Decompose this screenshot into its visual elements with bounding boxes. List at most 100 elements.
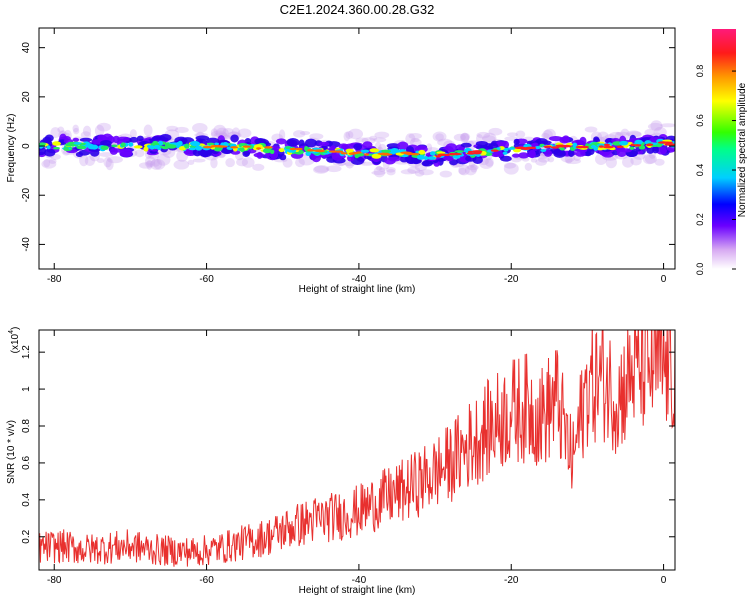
heatmap-cell — [460, 132, 470, 144]
heatmap-cell — [454, 150, 465, 153]
snr-x-tick-label: -20 — [504, 575, 519, 586]
heatmap-x-tick-label: 0 — [661, 274, 667, 285]
heatmap-cell — [547, 156, 555, 163]
heatmap-cell — [414, 169, 425, 177]
snr-y-axis-label: SNR (10 * v/v) — [6, 420, 17, 484]
heatmap-cell — [629, 146, 635, 150]
heatmap-cell — [656, 146, 668, 155]
heatmap-cell — [262, 148, 272, 154]
heatmap-cell — [191, 142, 201, 147]
heatmap-y-tick-label: 40 — [21, 42, 32, 54]
snr-x-tick-label: 0 — [661, 575, 667, 586]
heatmap-cell — [450, 152, 463, 156]
heatmap-cell — [568, 149, 575, 158]
heatmap-cell — [373, 137, 387, 143]
heatmap-cell — [500, 155, 512, 162]
heatmap-cell — [309, 133, 324, 140]
colorbar: 0.0 0.2 0.4 0.6 0.8 Normalized spectral ampl… — [695, 29, 748, 275]
heatmap-cell — [613, 142, 620, 146]
heatmap-cell — [584, 126, 598, 133]
heatmap-cell — [338, 143, 349, 150]
heatmap-cell — [48, 158, 57, 164]
heatmap-cell — [187, 159, 195, 165]
heatmap-cell — [471, 150, 483, 153]
heatmap-cell — [50, 127, 61, 138]
heatmap-cell — [295, 157, 305, 168]
heatmap-cell — [96, 122, 111, 132]
heatmap-cell — [149, 145, 155, 150]
heatmap-cell — [222, 128, 234, 134]
heatmap-cell — [490, 149, 499, 152]
heatmap-cell — [94, 124, 105, 137]
heatmap-cell — [153, 158, 163, 170]
heatmap-cell — [216, 145, 228, 148]
heatmap-cell — [133, 145, 143, 149]
heatmap-cell — [241, 157, 255, 168]
heatmap-cell — [408, 132, 422, 140]
heatmap-cell — [153, 144, 161, 149]
heatmap-cell — [575, 145, 584, 149]
heatmap-cell — [664, 143, 675, 146]
heatmap-cell — [252, 163, 265, 171]
heatmap-cell — [178, 146, 187, 151]
heatmap-cell — [237, 128, 252, 138]
snr-y-tick-label: 0.4 — [21, 492, 32, 506]
heatmap-cell — [597, 131, 609, 142]
heatmap-cell — [381, 149, 392, 154]
heatmap-cell — [397, 141, 409, 151]
heatmap-y-axis-label: Frequency (Hz) — [6, 114, 17, 183]
heatmap-cell — [524, 162, 533, 171]
heatmap-cell — [100, 140, 112, 147]
heatmap-cell — [214, 142, 219, 146]
heatmap-cell — [152, 140, 159, 146]
heatmap-cell — [304, 146, 309, 151]
heatmap-cell — [453, 133, 466, 141]
heatmap-cell — [111, 144, 118, 148]
heatmap-cell — [149, 158, 166, 170]
heatmap-x-tick-label: -60 — [199, 274, 214, 285]
heatmap-panel: -80 -60 -40 -20 0 -40 -20 0 20 40 Height of stra… — [6, 27, 676, 295]
snr-x-tick-label: -80 — [47, 575, 62, 586]
heatmap-cell — [213, 124, 227, 136]
heatmap-cell — [407, 166, 421, 174]
heatmap-cell — [107, 156, 123, 164]
heatmap-cell — [550, 146, 560, 149]
heatmap-cell — [540, 148, 547, 152]
heatmap-cell — [511, 153, 520, 158]
heatmap-cell — [356, 151, 362, 154]
heatmap-cell — [72, 137, 80, 142]
heatmap-cell — [242, 150, 250, 157]
heatmap-cell — [630, 156, 642, 166]
heatmap-cell — [437, 153, 447, 156]
heatmap-cell — [534, 145, 541, 150]
snr-y-tick-label: 1.2 — [21, 345, 32, 359]
heatmap-cell — [444, 153, 450, 157]
heatmap-cell — [464, 165, 477, 176]
heatmap-cell — [340, 152, 348, 155]
heatmap-cell — [541, 132, 550, 139]
heatmap-x-axis-label: Height of straight line (km) — [299, 284, 416, 295]
heatmap-cell — [559, 136, 570, 144]
heatmap-cell — [275, 138, 287, 145]
heatmap-cell — [230, 146, 239, 149]
heatmap-cell — [528, 149, 536, 159]
heatmap-cell — [405, 133, 416, 145]
heatmap-cell — [156, 154, 171, 166]
heatmap-cell — [475, 140, 489, 147]
heatmap-cell — [256, 147, 262, 150]
heatmap-cell — [136, 135, 144, 142]
heatmap-cell — [192, 122, 208, 133]
heatmap-cell — [520, 147, 529, 150]
heatmap-cell — [295, 147, 303, 151]
heatmap-cell — [530, 158, 538, 163]
heatmap-cell — [619, 148, 632, 153]
heatmap-cell — [41, 159, 57, 169]
heatmap-cell — [318, 141, 330, 147]
heatmap-cell — [241, 143, 248, 146]
heatmap-cell — [376, 165, 383, 171]
heatmap-cell — [564, 155, 573, 164]
heatmap-cell — [467, 164, 479, 171]
heatmap-cell — [80, 131, 92, 139]
heatmap-cell — [609, 147, 616, 151]
heatmap-cell — [43, 158, 51, 168]
